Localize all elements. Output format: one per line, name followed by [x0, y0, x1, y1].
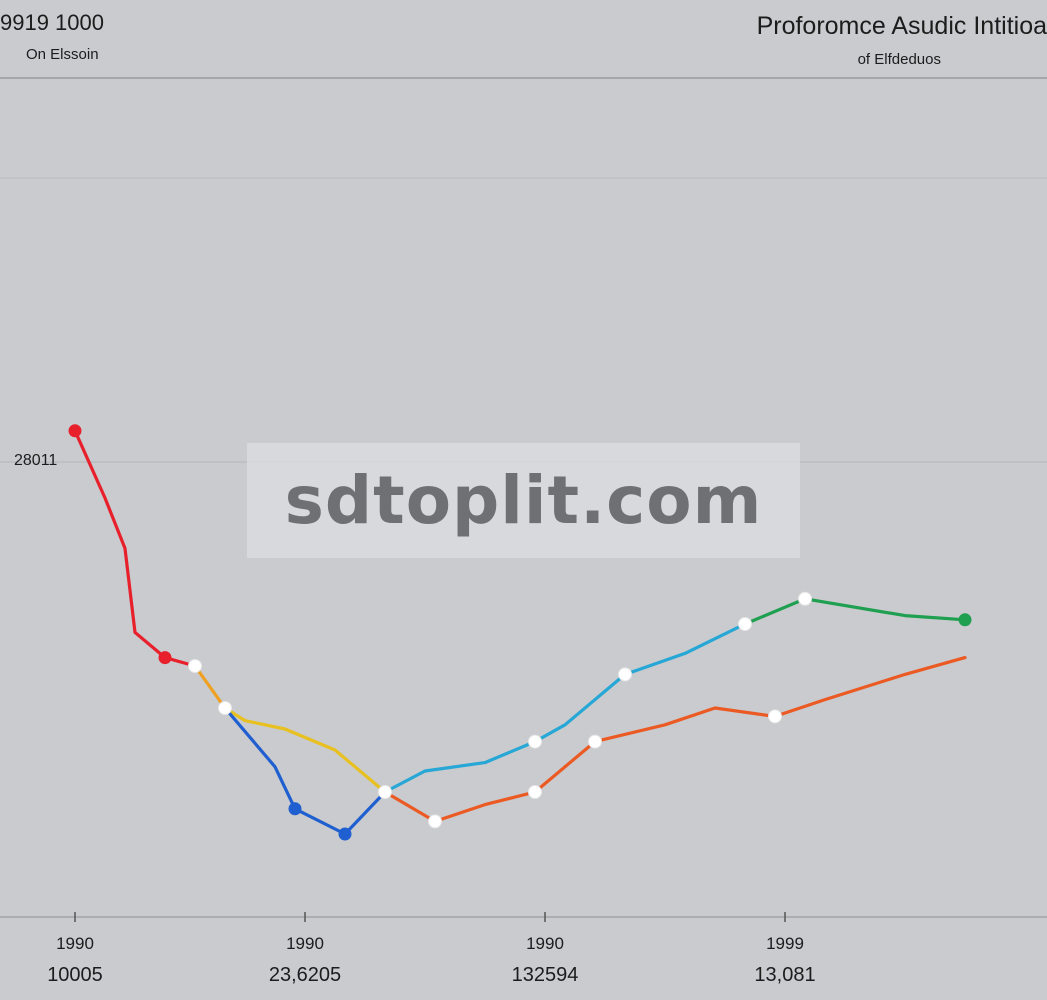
x-tick-label: 1999 — [766, 934, 804, 953]
x-tick-value: 13,081 — [754, 964, 816, 986]
data-point — [188, 659, 202, 673]
series-line — [193, 664, 227, 710]
x-tick-value: 10005 — [47, 964, 103, 986]
left-title: 9919 1000 — [0, 10, 104, 35]
watermark: sdtoplit.com — [247, 443, 800, 558]
data-point — [798, 591, 812, 606]
x-tick-label: 1990 — [526, 934, 564, 953]
series-line — [383, 655, 967, 824]
data-point — [738, 617, 752, 631]
data-point — [428, 814, 442, 829]
data-point — [618, 667, 632, 682]
x-tick-label: 1990 — [56, 934, 94, 953]
data-point — [958, 613, 972, 627]
left-subtitle: On Elssoin — [26, 46, 99, 63]
x-tick-value: 132594 — [511, 964, 579, 986]
series-line — [73, 429, 197, 668]
chart-title: Proforomce Asudic Intitioa — [756, 12, 1047, 40]
header-right: Proforomce Asudic Intitioa of Elfdeduos — [757, 12, 1047, 68]
series-line — [743, 597, 967, 626]
data-point — [378, 785, 392, 799]
x-tick-value: 23,6205 — [268, 964, 342, 986]
y-axis-label: 28011 — [14, 452, 58, 469]
data-point — [528, 785, 542, 799]
data-point — [68, 424, 82, 438]
series-line — [383, 622, 747, 794]
series-line — [223, 706, 387, 794]
header-left: 9919 1000 On Elssoin — [0, 10, 104, 63]
data-point — [588, 734, 602, 749]
chart-subtitle: of Elfdeduos — [857, 51, 941, 68]
data-point — [288, 802, 302, 816]
data-point — [528, 734, 542, 749]
x-tick-label: 1990 — [286, 934, 324, 953]
data-point — [218, 701, 232, 715]
data-point — [768, 709, 782, 724]
data-point — [338, 827, 352, 841]
data-point — [158, 651, 172, 665]
